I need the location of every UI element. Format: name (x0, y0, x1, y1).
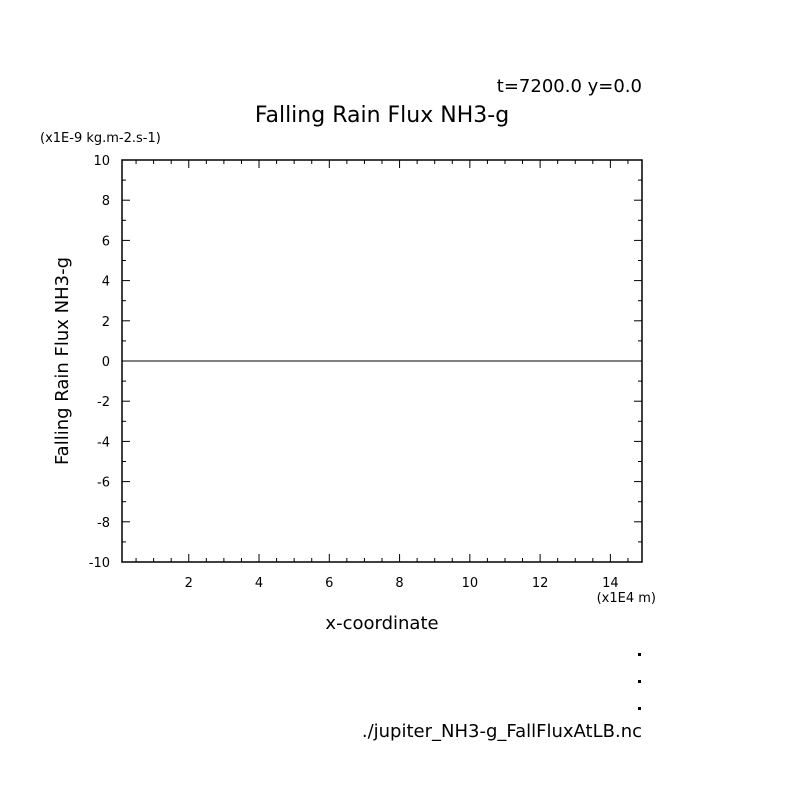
x-tick-label: 8 (395, 576, 403, 591)
x-tick-label: 10 (462, 576, 479, 591)
y-tick-label: 10 (93, 154, 110, 169)
y-unit-label: (x1E-9 kg.m-2.s-1) (40, 131, 161, 146)
footer-dot (638, 653, 641, 656)
y-tick-label: 6 (102, 234, 110, 249)
y-tick-label: -10 (89, 556, 110, 571)
y-tick-label: 8 (102, 194, 110, 209)
y-tick-label: 2 (102, 315, 110, 330)
y-tick-label: 0 (102, 355, 110, 370)
y-tick-label: -2 (97, 395, 110, 410)
footer-filename: ./jupiter_NH3-g_FallFluxAtLB.nc (362, 721, 642, 742)
chart-subtitle: t=7200.0 y=0.0 (497, 76, 642, 97)
y-tick-label: -6 (97, 476, 110, 491)
chart-title: Falling Rain Flux NH3-g (255, 103, 509, 128)
x-tick-label: 4 (255, 576, 263, 591)
x-tick-label: 2 (185, 576, 193, 591)
x-axis-label: x-coordinate (325, 613, 438, 634)
footer-dot (638, 707, 641, 710)
y-axis-label: Falling Rain Flux NH3-g (52, 257, 73, 465)
x-unit-label: (x1E4 m) (597, 591, 656, 606)
x-tick-label: 6 (325, 576, 333, 591)
footer-dot (638, 680, 641, 683)
y-tick-label: -4 (97, 435, 110, 450)
x-tick-label: 14 (602, 576, 619, 591)
y-tick-label: -8 (97, 516, 110, 531)
x-tick-label: 12 (532, 576, 549, 591)
y-tick-label: 4 (102, 275, 110, 290)
